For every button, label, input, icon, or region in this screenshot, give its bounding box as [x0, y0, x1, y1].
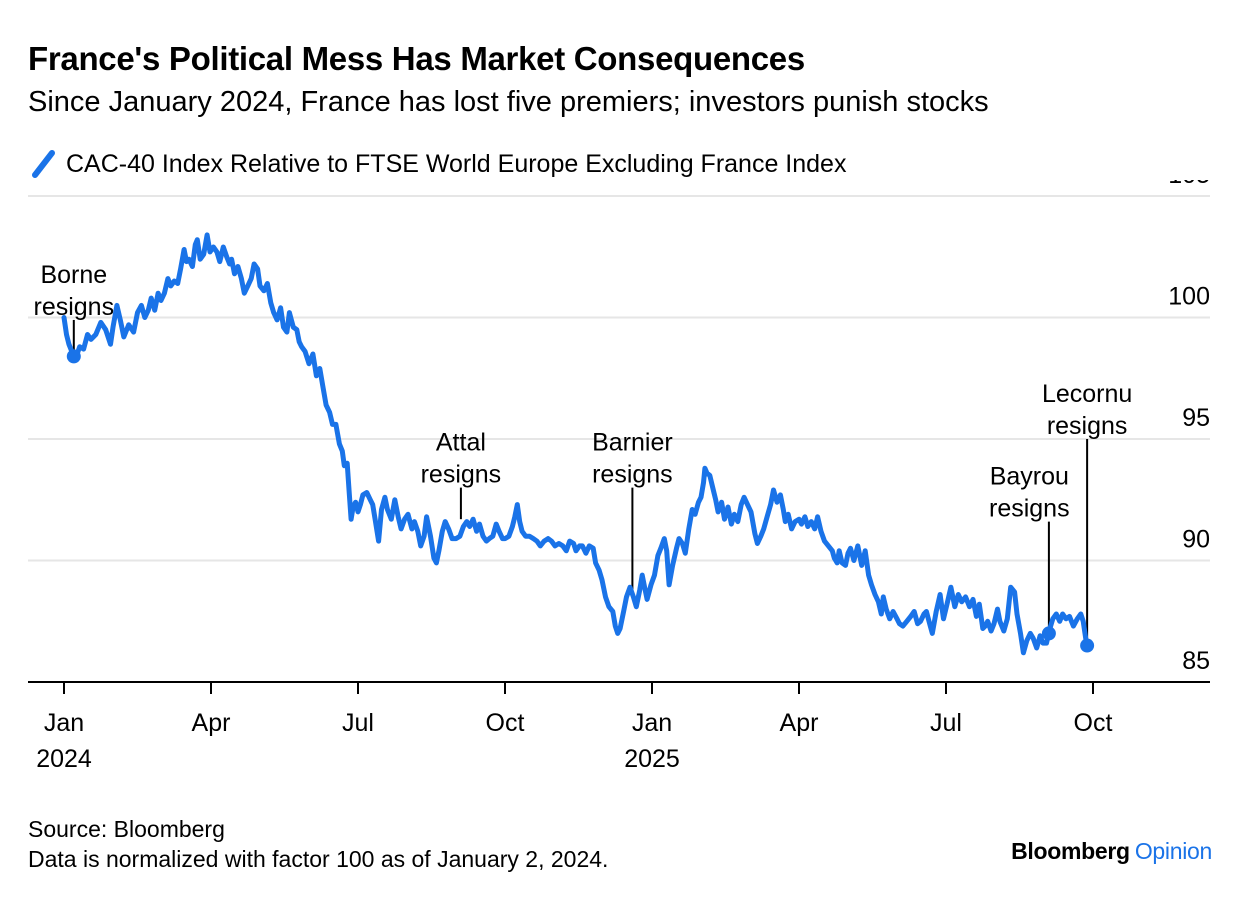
chart-title: France's Political Mess Has Market Conse…: [28, 40, 805, 77]
annotation-label: resigns: [592, 461, 673, 489]
event-marker: [1080, 638, 1095, 653]
brand-sub: Opinion: [1134, 838, 1212, 864]
source-note: Source: Bloomberg: [28, 816, 225, 842]
annotation-label: Lecornu: [1042, 380, 1132, 408]
annotation-label: Bayrou: [990, 463, 1069, 491]
x-tick-label: Jul: [930, 709, 962, 737]
annotation-label: Attal: [436, 429, 486, 457]
line-chart: 85 90 95 100 105 Jan 2024 Apr Jul Oct Jan 2025 Apr Ju…: [28, 180, 1210, 773]
annotation-label: resigns: [1047, 412, 1128, 440]
annotation-label: Barnier: [592, 429, 673, 457]
x-tick-label: Apr: [780, 709, 819, 737]
y-tick-label: 90: [1182, 526, 1210, 554]
y-tick-label: 100: [1168, 283, 1210, 311]
chart-subtitle: Since January 2024, France has lost five…: [28, 86, 989, 118]
line-slash-icon: [32, 150, 55, 178]
x-tick-label: Jul: [342, 709, 374, 737]
y-tick-label: 85: [1182, 647, 1210, 675]
x-tick-year-label: 2025: [624, 745, 680, 773]
legend: CAC-40 Index Relative to FTSE World Euro…: [30, 148, 846, 180]
annotation-label: resigns: [34, 293, 115, 321]
event-marker: [66, 349, 81, 364]
footer-notes: Source: Bloomberg Data is normalized wit…: [28, 814, 608, 874]
annotation-label: resigns: [989, 495, 1070, 523]
legend-label: CAC-40 Index Relative to FTSE World Euro…: [66, 149, 847, 178]
annotation-label: Borne: [40, 261, 107, 289]
x-tick-label: Apr: [192, 709, 231, 737]
bloomberg-opinion-logo: Bloomberg Opinion: [1011, 838, 1212, 865]
event-marker: [1041, 626, 1056, 641]
y-tick-label: 105: [1168, 180, 1210, 189]
x-tick-label: Jan: [44, 709, 84, 737]
series-line: [61, 232, 1091, 656]
y-tick-label: 95: [1182, 404, 1210, 432]
x-tick-year-label: 2024: [36, 745, 92, 773]
normalization-note: Data is normalized with factor 100 as of…: [28, 846, 609, 872]
brand-main: Bloomberg: [1011, 838, 1130, 864]
x-tick-label: Oct: [1074, 709, 1113, 737]
x-tick-label: Jan: [632, 709, 672, 737]
x-tick-label: Oct: [486, 709, 525, 737]
annotation-label: resigns: [421, 461, 502, 489]
